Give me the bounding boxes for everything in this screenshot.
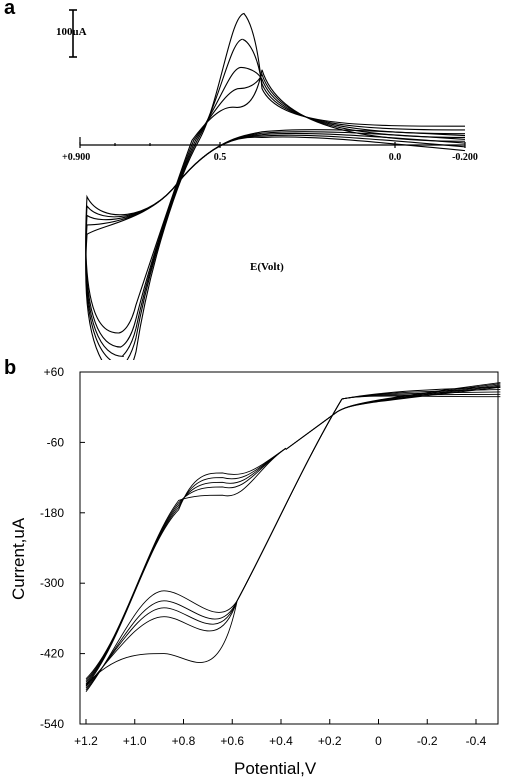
x-tick-label: +0.2 (318, 734, 342, 748)
cv-cycle-b (85, 382, 501, 693)
cv-cycle-b (85, 385, 501, 687)
cv-curves-a (85, 12, 466, 360)
x-tick-label: +0.6 (220, 734, 244, 748)
x-tick-label: +0.4 (269, 734, 293, 748)
cv-curves-b (85, 382, 501, 693)
x-tick-label: 0 (375, 734, 382, 748)
x-tick-label: -0.200 (452, 152, 478, 163)
x-axis-label-b: Potential,V (234, 759, 317, 778)
panel-b-label: b (4, 357, 17, 379)
x-tick-label: +1.2 (74, 734, 98, 748)
y-ticks-b: +60 -60 -180 -300 -420 -540 (40, 365, 85, 731)
x-tick-label: -0.2 (417, 734, 438, 748)
y-tick-label: -180 (40, 506, 64, 520)
cv-cycle-b (85, 383, 501, 691)
x-tick-label: +0.900 (62, 152, 90, 163)
x-tick-label: +0.8 (172, 734, 196, 748)
x-tick-label: 0.0 (389, 152, 402, 163)
x-tick-label: 0.5 (214, 152, 227, 163)
plot-frame-b (79, 371, 499, 725)
scale-bar (69, 9, 77, 58)
scale-bar-label: 100uA (56, 26, 87, 38)
y-tick-label: -300 (40, 576, 64, 590)
y-tick-label: +60 (44, 365, 65, 379)
y-tick-label: -420 (40, 647, 64, 661)
cv-cycle-a (85, 38, 466, 360)
y-tick-label: -60 (47, 435, 65, 449)
cv-cycle-b (85, 384, 501, 689)
x-ticks-b: +1.2 +1.0 +0.8 +0.6 +0.4 +0.2 0 -0.2 -0.4 (74, 719, 487, 748)
chart-a: 100uA +0.900 0.5 0.0 -0.200 E(Volt) (56, 9, 478, 360)
cv-cycle-a (85, 69, 466, 334)
y-axis-label-b: Current,uA (9, 517, 28, 600)
cv-cycle-a (85, 73, 466, 348)
x-axis-label-a: E(Volt) (250, 261, 284, 273)
cv-cycle-b (85, 386, 501, 686)
cv-cycle-a (85, 66, 466, 358)
x-tick-label: -0.4 (466, 734, 487, 748)
x-tick-label: +1.0 (123, 734, 147, 748)
panel-a-label: a (4, 0, 16, 19)
y-tick-label: -540 (40, 717, 64, 731)
